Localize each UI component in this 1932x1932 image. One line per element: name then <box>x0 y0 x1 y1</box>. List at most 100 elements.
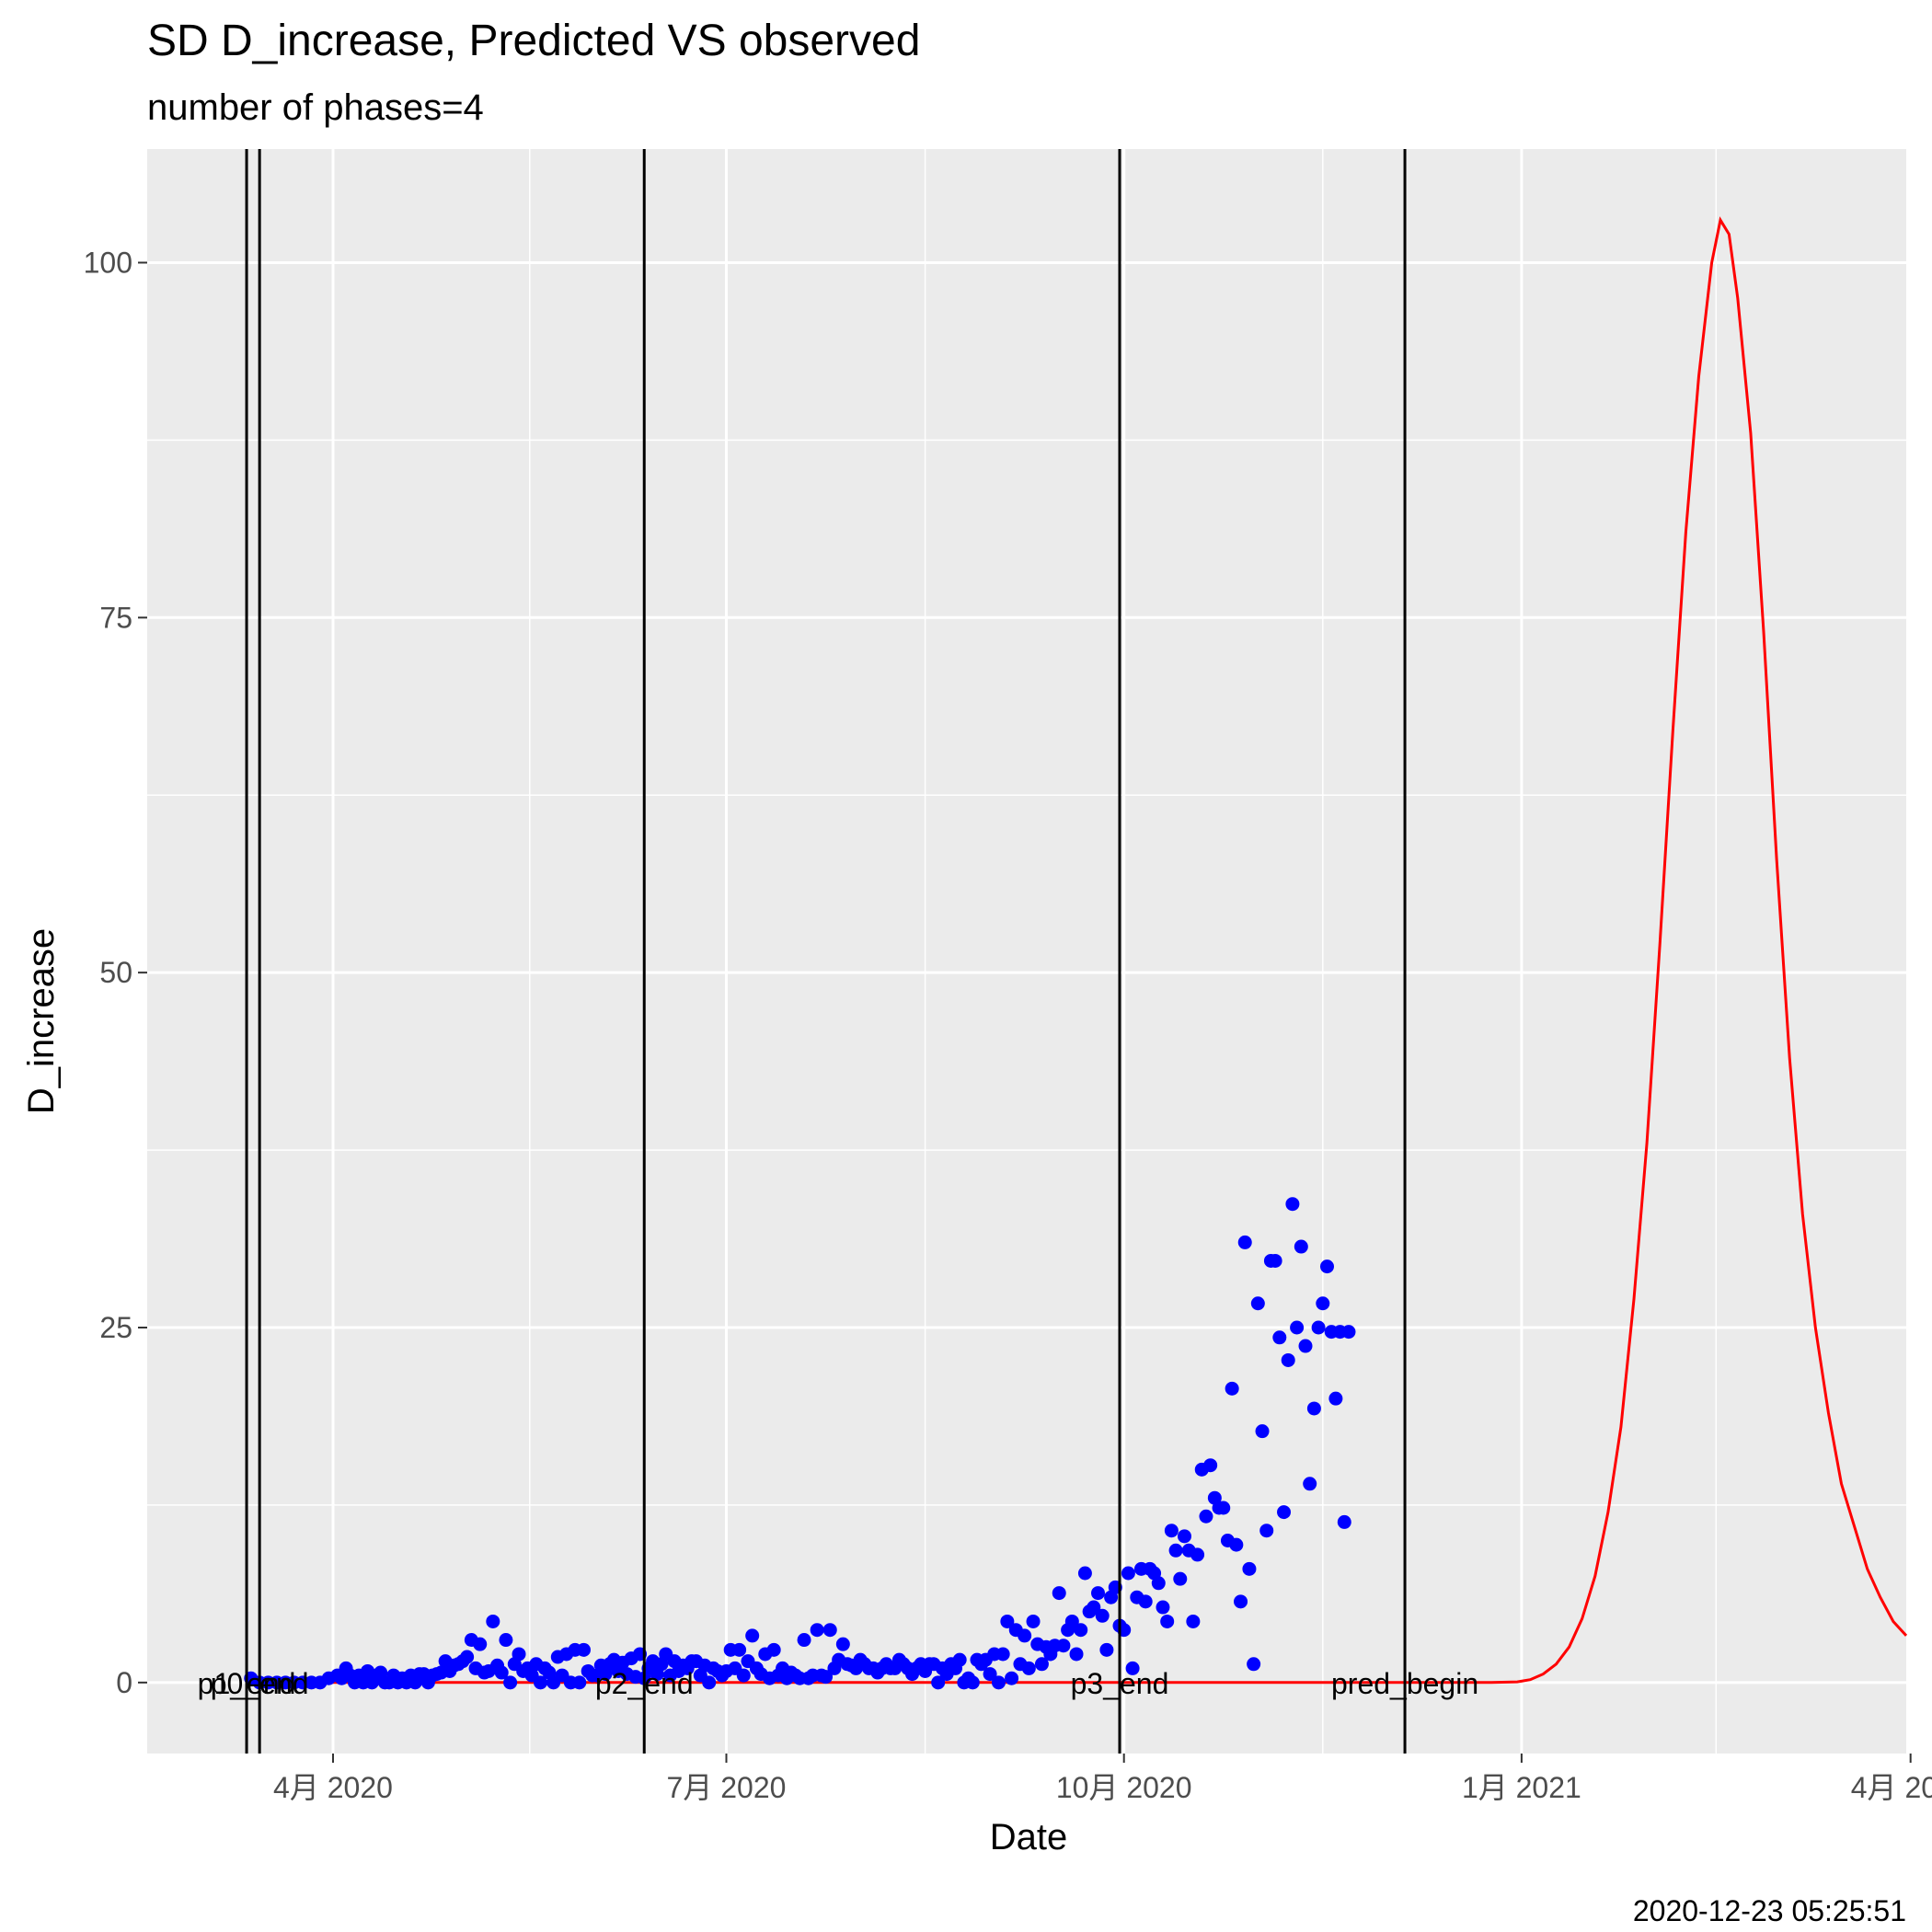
observed-point <box>732 1642 747 1657</box>
observed-point <box>991 1675 1006 1690</box>
observed-point <box>1272 1330 1287 1345</box>
observed-point <box>499 1633 513 1648</box>
observed-point <box>1077 1566 1092 1581</box>
phase-line-label: p2_end <box>595 1667 694 1700</box>
observed-point <box>1095 1608 1110 1623</box>
observed-point <box>512 1647 526 1662</box>
observed-point <box>1234 1594 1248 1609</box>
observed-point <box>1074 1623 1088 1638</box>
chart-title: SD D_increase, Predicted VS observed <box>147 17 920 65</box>
observed-point <box>1303 1477 1317 1491</box>
y-tick-label: 75 <box>99 601 132 634</box>
observed-point <box>1247 1657 1261 1672</box>
observed-point <box>1268 1253 1282 1268</box>
observed-point <box>965 1675 980 1690</box>
observed-point <box>1034 1657 1049 1672</box>
observed-point <box>1242 1561 1257 1576</box>
x-tick-label: 4月 2020 <box>273 1771 393 1804</box>
observed-point <box>1190 1547 1205 1562</box>
observed-point <box>1138 1594 1153 1609</box>
observed-point <box>1156 1600 1170 1615</box>
observed-point <box>1250 1296 1265 1311</box>
observed-point <box>1319 1259 1334 1274</box>
observed-point <box>1259 1524 1274 1538</box>
observed-point <box>1294 1239 1308 1254</box>
observed-point <box>1164 1524 1179 1538</box>
observed-point <box>1277 1505 1292 1520</box>
observed-point <box>1005 1671 1019 1685</box>
observed-point <box>1306 1401 1321 1416</box>
observed-point <box>1151 1576 1166 1591</box>
observed-point <box>745 1628 760 1643</box>
observed-point <box>1125 1661 1140 1675</box>
observed-point <box>1177 1529 1191 1544</box>
chart-subtitle: number of phases=4 <box>147 87 484 128</box>
observed-point <box>1203 1458 1218 1473</box>
observed-point <box>1160 1614 1175 1628</box>
y-tick-label: 50 <box>99 956 132 989</box>
observed-point <box>1298 1339 1313 1353</box>
observed-point <box>1000 1614 1015 1628</box>
observed-point <box>1069 1647 1084 1662</box>
observed-point <box>486 1614 500 1628</box>
phase-line-label: p0_end <box>211 1667 309 1700</box>
observed-point <box>797 1633 811 1648</box>
observed-point <box>819 1670 834 1685</box>
observed-point <box>835 1637 850 1651</box>
phase-line-label: p1_end <box>198 1667 296 1700</box>
observed-point <box>572 1675 587 1690</box>
y-tick-label: 100 <box>84 246 132 279</box>
observed-point <box>1216 1501 1231 1515</box>
observed-point <box>1328 1391 1343 1406</box>
observed-point <box>1052 1586 1066 1601</box>
observed-point <box>702 1675 717 1690</box>
observed-point <box>1056 1639 1071 1653</box>
observed-point <box>1311 1320 1326 1335</box>
plot-background <box>147 149 1906 1754</box>
observed-point <box>1021 1661 1036 1675</box>
observed-point <box>1237 1235 1252 1249</box>
observed-point <box>1225 1381 1239 1396</box>
observed-point <box>1026 1614 1041 1628</box>
observed-point <box>1173 1571 1188 1586</box>
observed-point <box>1087 1600 1101 1615</box>
observed-point <box>995 1647 1010 1662</box>
observed-point <box>1255 1424 1270 1439</box>
x-tick-label: 4月 2021 <box>1851 1771 1932 1804</box>
phase-line-label: pred_begin <box>1331 1667 1478 1700</box>
x-tick-label: 1月 2021 <box>1462 1771 1581 1804</box>
observed-point <box>1337 1514 1351 1529</box>
observed-point <box>1099 1642 1114 1657</box>
observed-point <box>1186 1614 1201 1628</box>
observed-point <box>1290 1320 1305 1335</box>
x-tick-label: 10月 2020 <box>1056 1771 1192 1804</box>
observed-point <box>1091 1586 1106 1601</box>
x-tick-label: 7月 2020 <box>667 1771 787 1804</box>
y-axis-title: D_increase <box>21 928 62 1114</box>
observed-point <box>810 1623 824 1638</box>
observed-point <box>983 1667 997 1682</box>
observed-point <box>1121 1566 1135 1581</box>
observed-point <box>503 1675 518 1690</box>
observed-point <box>1285 1197 1300 1212</box>
observed-point <box>931 1675 946 1690</box>
predicted-series-line <box>250 216 1908 1685</box>
observed-point <box>576 1642 591 1657</box>
observed-point <box>533 1675 547 1690</box>
x-axis-title: Date <box>990 1817 1068 1857</box>
observed-point <box>460 1650 475 1664</box>
observed-point <box>1199 1509 1213 1524</box>
observed-point <box>1168 1543 1183 1558</box>
observed-point <box>1018 1628 1032 1643</box>
y-tick-label: 25 <box>99 1311 132 1344</box>
render-timestamp: 2020-12-23 05:25:51 <box>1633 1894 1906 1927</box>
observed-point <box>473 1637 488 1651</box>
observed-point <box>1064 1614 1079 1628</box>
observed-point <box>1229 1537 1244 1552</box>
observed-point <box>1316 1296 1330 1311</box>
observed-point <box>952 1652 967 1667</box>
observed-point <box>766 1642 781 1657</box>
observed-point <box>1281 1352 1295 1367</box>
